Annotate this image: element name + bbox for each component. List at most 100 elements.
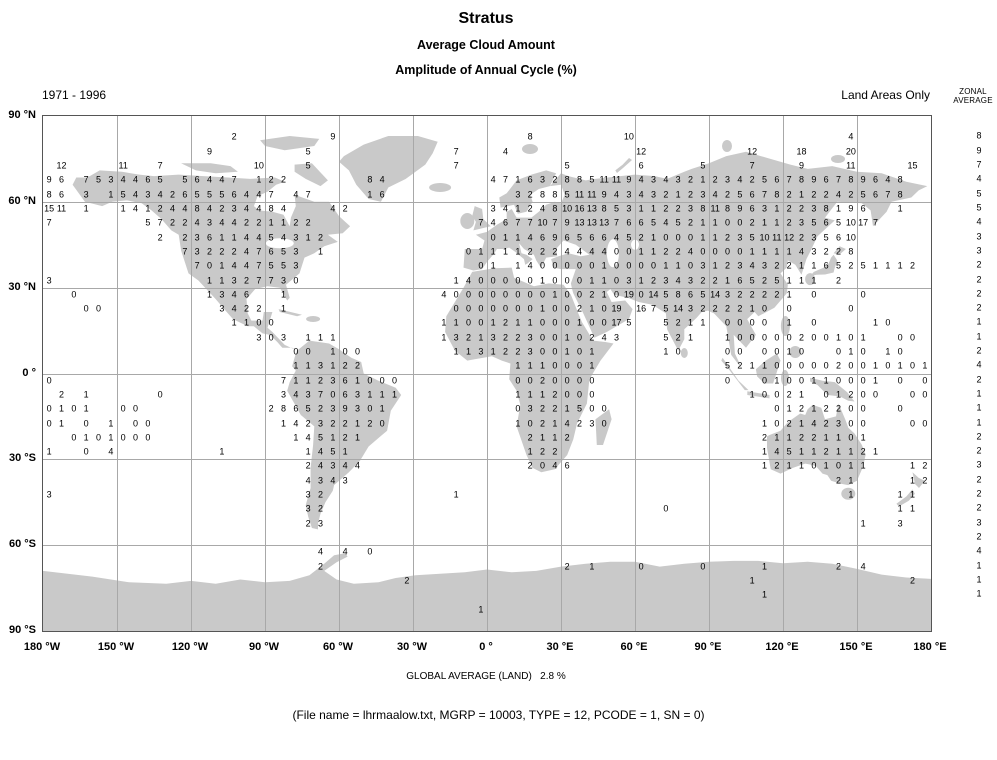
grid-value: 11 bbox=[772, 232, 782, 243]
grid-value: 1 bbox=[786, 460, 792, 471]
grid-value: 2 bbox=[848, 260, 854, 271]
land-victoria-island bbox=[181, 163, 238, 174]
grid-value: 1 bbox=[515, 418, 521, 429]
grid-value: 8 bbox=[601, 203, 607, 214]
grid-value: 1 bbox=[860, 432, 866, 443]
grid-value: 0 bbox=[502, 275, 509, 285]
grid-value: 1 bbox=[280, 217, 287, 228]
grid-value: 7 bbox=[256, 275, 262, 285]
grid-value: 1 bbox=[83, 403, 89, 414]
grid-value: 0 bbox=[761, 389, 768, 400]
grid-value: 4 bbox=[774, 446, 780, 457]
zonal-average-value: 4 bbox=[976, 359, 982, 370]
grid-value: 2 bbox=[687, 217, 694, 228]
grid-value: 0 bbox=[478, 275, 484, 285]
grid-value: 1 bbox=[848, 346, 854, 357]
grid-value: 1 bbox=[860, 518, 866, 529]
grid-value: 3 bbox=[724, 289, 731, 300]
grid-value: 6 bbox=[58, 174, 65, 185]
grid-value: 5 bbox=[700, 160, 706, 171]
grid-value: 2 bbox=[502, 332, 509, 343]
grid-value: 7 bbox=[453, 160, 459, 171]
grid-value: 1 bbox=[453, 346, 459, 357]
grid-value: 2 bbox=[860, 446, 866, 457]
grid-value: 3 bbox=[798, 217, 805, 228]
grid-value: 2 bbox=[675, 332, 681, 343]
grid-value: 3 bbox=[897, 518, 903, 529]
zonal-average-value: 4 bbox=[976, 545, 982, 556]
grid-value: 1 bbox=[897, 360, 903, 371]
grid-value: 0 bbox=[564, 303, 570, 314]
grid-value: 3 bbox=[515, 189, 521, 200]
grid-value: 2 bbox=[527, 246, 533, 257]
land-cuba bbox=[278, 309, 302, 317]
grid-value: 1 bbox=[798, 189, 805, 200]
grid-value: 0 bbox=[798, 346, 805, 357]
grid-value: 13 bbox=[574, 217, 585, 228]
zonal-average-value: 1 bbox=[976, 417, 982, 428]
grid-value: 0 bbox=[909, 332, 916, 343]
grid-value: 4 bbox=[613, 232, 620, 243]
zonal-header-line1: ZONAL bbox=[959, 87, 987, 96]
file-info-label: (File name = lhrmaalow.txt, MGRP = 10003… bbox=[292, 708, 705, 722]
grid-value: 5 bbox=[613, 203, 620, 214]
grid-value: 9 bbox=[46, 174, 52, 185]
grid-value: 1 bbox=[909, 460, 916, 471]
grid-value: 0 bbox=[823, 332, 829, 343]
grid-value: 1 bbox=[564, 332, 570, 343]
grid-value: 0 bbox=[502, 303, 509, 314]
grid-value: 5 bbox=[823, 232, 829, 243]
grid-value: 0 bbox=[638, 561, 644, 572]
grid-value: 0 bbox=[367, 546, 373, 557]
grid-value: 1 bbox=[552, 418, 558, 429]
zonal-average-value: 2 bbox=[976, 288, 982, 299]
grid-value: 1 bbox=[663, 346, 669, 357]
grid-value: 0 bbox=[761, 332, 768, 343]
grid-value: 1 bbox=[490, 246, 496, 257]
global-average-label: GLOBAL AVERAGE (LAND) 2.8 % bbox=[406, 671, 566, 682]
grid-value: 3 bbox=[737, 232, 743, 243]
grid-value: 2 bbox=[774, 460, 780, 471]
grid-value: 1 bbox=[811, 260, 817, 271]
grid-value: 1 bbox=[786, 403, 792, 414]
grid-value: 9 bbox=[737, 203, 743, 214]
grid-value: 0 bbox=[860, 418, 866, 429]
grid-value: 1 bbox=[305, 332, 311, 343]
grid-value: 1 bbox=[798, 275, 805, 285]
grid-value: 3 bbox=[737, 260, 743, 271]
grid-value: 2 bbox=[700, 303, 706, 314]
land-ellesmere-island bbox=[260, 136, 320, 151]
lon-axis-label: 30 °E bbox=[546, 641, 574, 653]
grid-value: 0 bbox=[897, 346, 903, 357]
grid-value: 1 bbox=[798, 389, 805, 400]
grid-value: 3 bbox=[811, 203, 817, 214]
grid-value: 4 bbox=[293, 418, 299, 429]
grid-value: 3 bbox=[46, 275, 52, 285]
grid-value: 4 bbox=[539, 203, 546, 214]
grid-value: 1 bbox=[453, 489, 459, 500]
grid-value: 4 bbox=[243, 246, 250, 257]
grid-value: 6 bbox=[774, 174, 780, 185]
grid-value: 3 bbox=[724, 174, 731, 185]
grid-value: 2 bbox=[182, 232, 188, 243]
grid-value: 1 bbox=[206, 275, 213, 285]
grid-value: 1 bbox=[774, 375, 780, 386]
grid-value: 1 bbox=[761, 589, 768, 600]
grid-value: 1 bbox=[293, 360, 299, 371]
grid-value: 3 bbox=[478, 346, 484, 357]
grid-value: 6 bbox=[601, 232, 607, 243]
grid-value: 1 bbox=[589, 561, 595, 572]
zonal-average-value: 8 bbox=[976, 130, 982, 141]
grid-value: 3 bbox=[317, 418, 324, 429]
grid-value: 9 bbox=[206, 146, 213, 157]
grid-value: 0 bbox=[46, 403, 52, 414]
grid-value: 2 bbox=[724, 260, 731, 271]
grid-value: 1 bbox=[761, 561, 768, 572]
grid-value: 4 bbox=[490, 217, 496, 228]
grid-value: 2 bbox=[786, 203, 792, 214]
grid-value: 0 bbox=[589, 260, 595, 271]
grid-value: 1 bbox=[515, 246, 521, 257]
grid-value: 3 bbox=[305, 389, 311, 400]
grid-value: 0 bbox=[737, 317, 743, 328]
grid-value: 1 bbox=[305, 360, 311, 371]
